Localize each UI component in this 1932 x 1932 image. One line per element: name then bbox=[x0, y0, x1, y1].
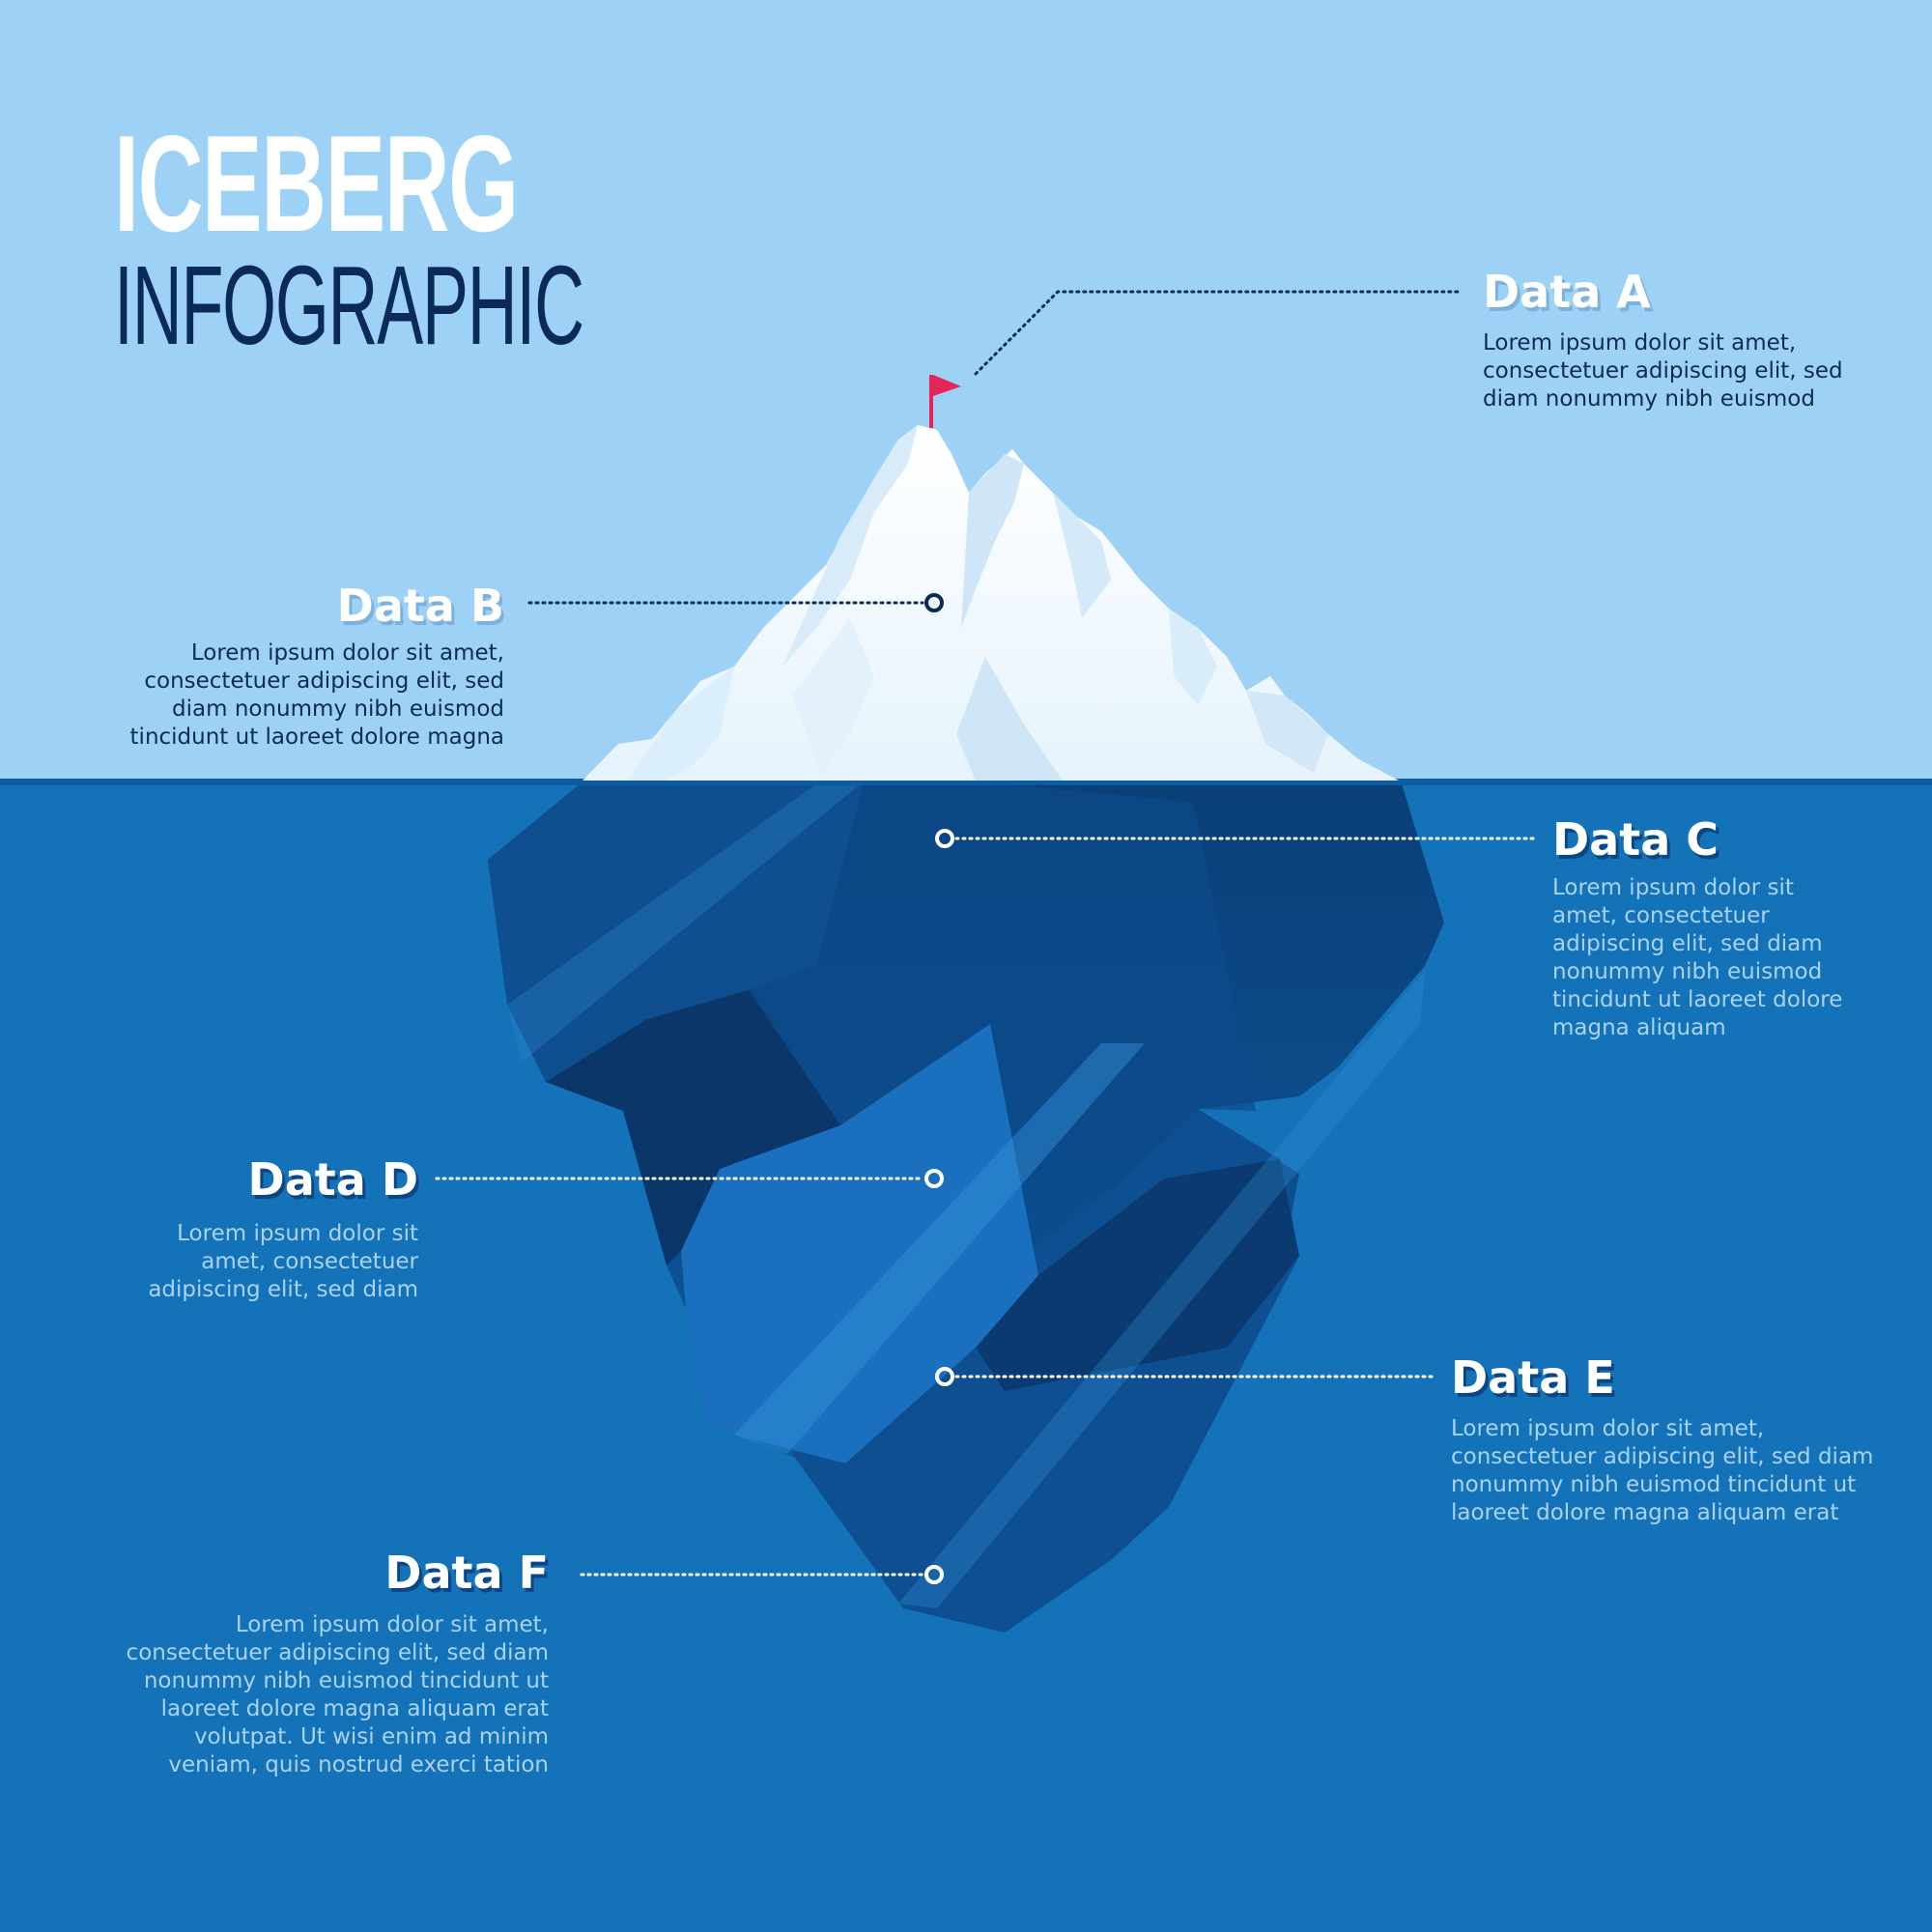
desc-data-c: Lorem ipsum dolor sit amet, consectetuer… bbox=[1552, 875, 1843, 1040]
desc-data-e: Lorem ipsum dolor sit amet, consectetuer… bbox=[1451, 1416, 1874, 1525]
label-data-a: Data A bbox=[1483, 266, 1651, 318]
desc-data-d: Lorem ipsum dolor sit amet, consectetuer… bbox=[148, 1221, 418, 1302]
page-title: ICEBERG bbox=[114, 107, 519, 261]
flag-icon bbox=[929, 375, 961, 428]
connector-d bbox=[435, 1169, 944, 1188]
waterline bbox=[0, 779, 1932, 785]
desc-data-b: Lorem ipsum dolor sit amet, consectetuer… bbox=[129, 640, 504, 750]
label-data-e: Data E bbox=[1451, 1351, 1615, 1404]
label-data-d: Data D bbox=[247, 1153, 418, 1206]
label-data-b: Data B bbox=[336, 580, 504, 632]
desc-data-a: Lorem ipsum dolor sit amet, consectetuer… bbox=[1483, 330, 1843, 412]
iceberg-underwater bbox=[488, 781, 1444, 1633]
label-data-c: Data C bbox=[1552, 813, 1719, 866]
connector-e bbox=[935, 1367, 1438, 1386]
page-subtitle: INFOGRAPHIC bbox=[114, 242, 584, 368]
connector-f bbox=[580, 1565, 944, 1584]
label-data-f: Data F bbox=[384, 1547, 549, 1599]
connector-c bbox=[935, 829, 1536, 848]
desc-data-f: Lorem ipsum dolor sit amet, consectetuer… bbox=[126, 1612, 549, 1777]
iceberg-tip bbox=[582, 425, 1399, 781]
connector-a bbox=[974, 290, 1461, 376]
connector-b bbox=[527, 593, 944, 612]
